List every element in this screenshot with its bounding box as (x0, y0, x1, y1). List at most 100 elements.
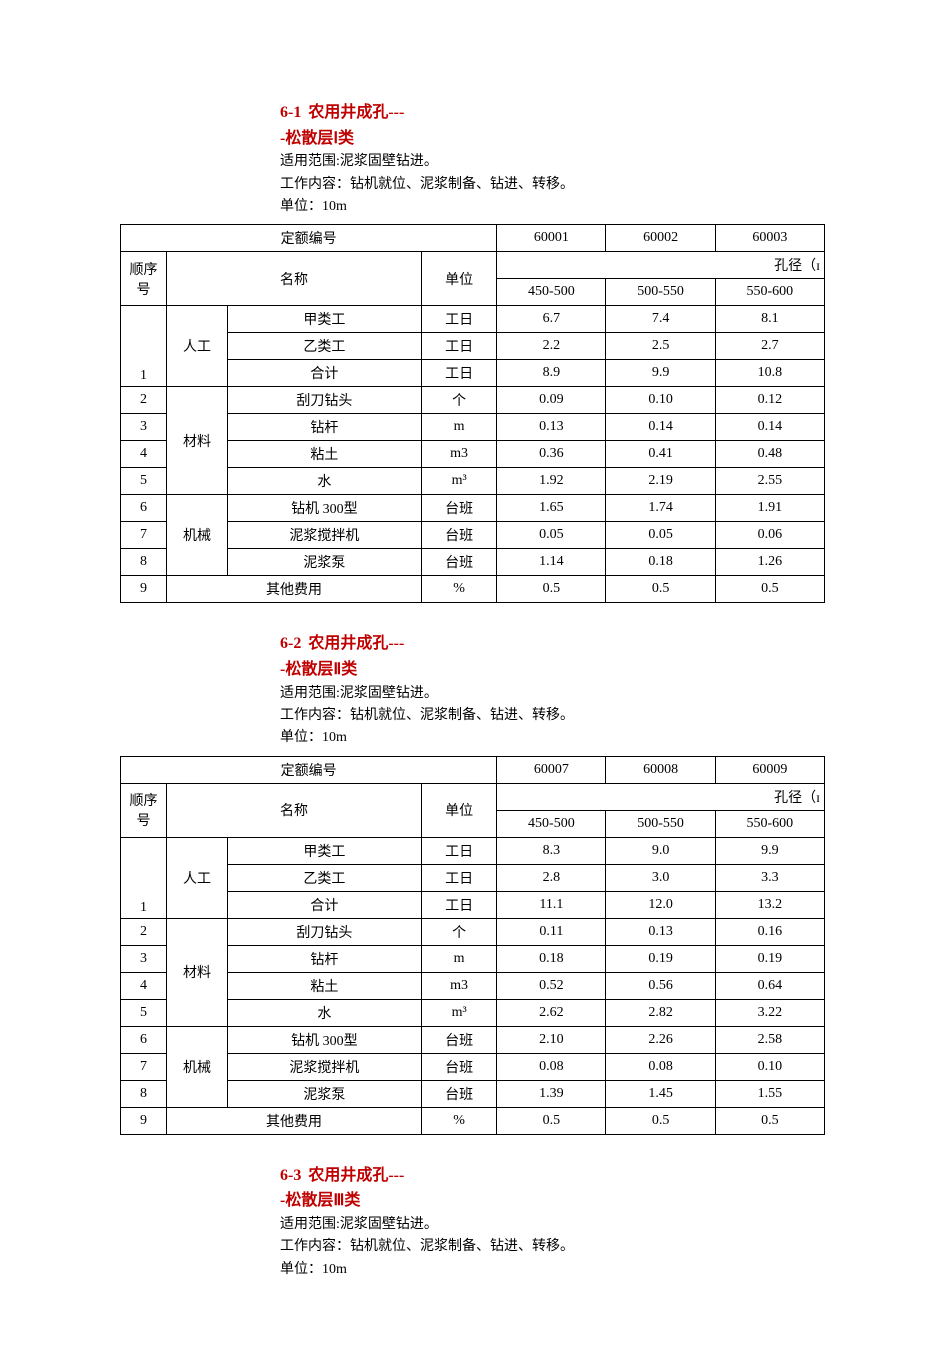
unit-cell: % (422, 576, 497, 603)
val-cell: 1.45 (606, 1080, 715, 1107)
val-cell: 9.0 (606, 837, 715, 864)
unit-cell: 台班 (422, 1053, 497, 1080)
val-cell: 1.91 (715, 495, 824, 522)
section-title: 农用井成孔--- (308, 635, 404, 652)
val-cell: 0.10 (715, 1053, 824, 1080)
hdr-unit: 单位 (422, 252, 497, 306)
idx-cell: 3 (121, 945, 167, 972)
row-label: 钻杆 (227, 414, 421, 441)
idx-cell: 2 (121, 918, 167, 945)
table-row: 6 机械 钻机 300型 台班 2.10 2.26 2.58 (121, 1026, 825, 1053)
val-cell: 0.64 (715, 972, 824, 999)
row-label: 泥浆泵 (227, 1080, 421, 1107)
scope-line: 适用范围:泥浆固壁钻进。 (280, 686, 438, 701)
val-cell: 2.62 (497, 999, 606, 1026)
val-cell: 6.7 (497, 306, 606, 333)
section-subtitle: -松散层Ⅲ类 (280, 1192, 360, 1209)
val-cell: 0.16 (715, 918, 824, 945)
val-cell: 0.5 (497, 1107, 606, 1134)
val-cell: 10.8 (715, 360, 824, 387)
idx-cell: 2 (121, 387, 167, 414)
hdr-seq: 顺序号 (121, 783, 167, 837)
row-label: 粘土 (227, 972, 421, 999)
section-number: 6-1 (280, 104, 301, 121)
cat-machine: 机械 (167, 1026, 228, 1107)
code-cell: 60002 (606, 225, 715, 252)
table-row: 1 人工 甲类工 工日 8.3 9.0 9.9 (121, 837, 825, 864)
row-label: 合计 (227, 891, 421, 918)
row-label: 泥浆搅拌机 (227, 522, 421, 549)
table-row: 2 材料 刮刀钻头 个 0.09 0.10 0.12 (121, 387, 825, 414)
val-cell: 0.48 (715, 441, 824, 468)
val-cell: 12.0 (606, 891, 715, 918)
hdr-name: 名称 (167, 783, 422, 837)
val-cell: 2.55 (715, 468, 824, 495)
idx-cell: 8 (121, 1080, 167, 1107)
val-cell: 0.13 (606, 918, 715, 945)
idx-cell: 7 (121, 1053, 167, 1080)
val-cell: 0.18 (497, 945, 606, 972)
val-cell: 0.5 (606, 1107, 715, 1134)
unit-cell: 个 (422, 387, 497, 414)
row-label: 乙类工 (227, 333, 421, 360)
val-cell: 0.05 (497, 522, 606, 549)
row-label: 刮刀钻头 (227, 387, 421, 414)
cat-machine: 机械 (167, 495, 228, 576)
quota-table-1: 定额编号 60001 60002 60003 顺序号 名称 单位 孔径（ɪ 45… (120, 224, 825, 603)
section-6-2: 6-2 农用井成孔--- -松散层Ⅱ类 适用范围:泥浆固壁钻进。 工作内容：钻机… (120, 631, 825, 1134)
val-cell: 13.2 (715, 891, 824, 918)
title-block: 6-1 农用井成孔--- -松散层Ⅰ类 适用范围:泥浆固壁钻进。 工作内容：钻机… (280, 100, 825, 218)
row-label: 水 (227, 999, 421, 1026)
idx-cell: 7 (121, 522, 167, 549)
content-line: 工作内容：钻机就位、泥浆制备、钻进、转移。 (280, 708, 574, 723)
hdr-seq: 顺序号 (121, 252, 167, 306)
val-cell: 8.3 (497, 837, 606, 864)
unit-cell: 工日 (422, 864, 497, 891)
val-cell: 3.3 (715, 864, 824, 891)
idx-cell: 4 (121, 441, 167, 468)
section-6-3: 6-3 农用井成孔--- -松散层Ⅲ类 适用范围:泥浆固壁钻进。 工作内容：钻机… (120, 1163, 825, 1281)
section-6-1: 6-1 农用井成孔--- -松散层Ⅰ类 适用范围:泥浆固壁钻进。 工作内容：钻机… (120, 100, 825, 603)
val-cell: 0.5 (715, 1107, 824, 1134)
table-row: 9 其他费用 % 0.5 0.5 0.5 (121, 576, 825, 603)
idx-cell: 5 (121, 999, 167, 1026)
unit-cell: 台班 (422, 495, 497, 522)
val-cell: 8.9 (497, 360, 606, 387)
table-row: 1 人工 甲类工 工日 6.7 7.4 8.1 (121, 306, 825, 333)
title-block: 6-3 农用井成孔--- -松散层Ⅲ类 适用范围:泥浆固壁钻进。 工作内容：钻机… (280, 1163, 825, 1281)
scope-line: 适用范围:泥浆固壁钻进。 (280, 1217, 438, 1232)
val-cell: 2.19 (606, 468, 715, 495)
cat-material: 材料 (167, 387, 228, 495)
row-label: 钻杆 (227, 945, 421, 972)
val-cell: 0.14 (715, 414, 824, 441)
unit-line: 单位：10m (280, 730, 347, 745)
table-row: 定额编号 60001 60002 60003 (121, 225, 825, 252)
val-cell: 0.18 (606, 549, 715, 576)
unit-cell: m (422, 414, 497, 441)
idx-cell: 5 (121, 468, 167, 495)
val-cell: 8.1 (715, 306, 824, 333)
cat-labor: 人工 (167, 306, 228, 387)
unit-cell: m3 (422, 972, 497, 999)
table-row: 9 其他费用 % 0.5 0.5 0.5 (121, 1107, 825, 1134)
val-cell: 0.06 (715, 522, 824, 549)
row-label: 合计 (227, 360, 421, 387)
diam-col: 450-500 (497, 279, 606, 306)
cat-labor: 人工 (167, 837, 228, 918)
section-number: 6-2 (280, 635, 301, 652)
content-line: 工作内容：钻机就位、泥浆制备、钻进、转移。 (280, 1239, 574, 1254)
unit-cell: 工日 (422, 837, 497, 864)
row-label: 刮刀钻头 (227, 918, 421, 945)
idx-cell: 8 (121, 549, 167, 576)
row-label: 泥浆泵 (227, 549, 421, 576)
val-cell: 0.5 (715, 576, 824, 603)
val-cell: 1.65 (497, 495, 606, 522)
unit-cell: m (422, 945, 497, 972)
hdr-diameter: 孔径（ɪ (497, 252, 825, 279)
section-number: 6-3 (280, 1167, 301, 1184)
val-cell: 0.08 (606, 1053, 715, 1080)
val-cell: 3.0 (606, 864, 715, 891)
idx-cell: 4 (121, 972, 167, 999)
val-cell: 11.1 (497, 891, 606, 918)
val-cell: 0.11 (497, 918, 606, 945)
